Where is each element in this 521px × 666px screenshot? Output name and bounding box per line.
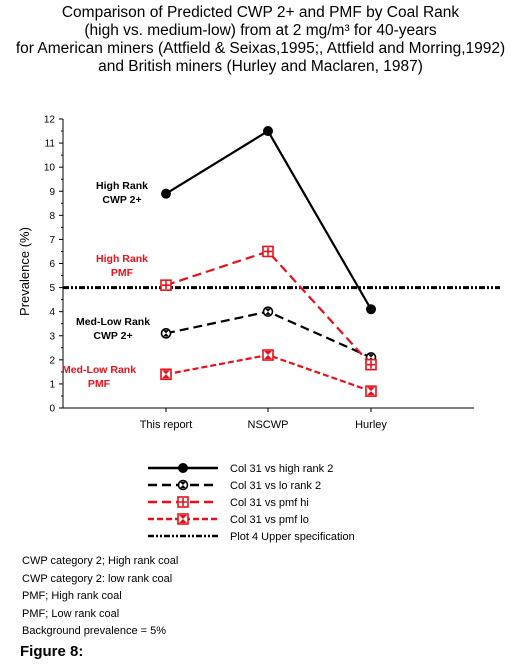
annotation-1-line-2: CWP 2+ xyxy=(102,194,141,206)
series-3-point-plus xyxy=(162,281,170,290)
series-3-point-plus xyxy=(264,247,272,256)
legend-label-5: Plot 4 Upper specification xyxy=(230,531,355,543)
series-4-point-x xyxy=(264,351,272,360)
legend-label-4: Col 31 vs pmf lo xyxy=(230,514,309,526)
annotation-1-line-1: High Rank xyxy=(96,180,148,192)
annotation-4-line-2: PMF xyxy=(88,378,111,390)
notes-block: CWP category 2; High rank coal CWP categ… xyxy=(22,553,178,641)
y-tick-label: 0 xyxy=(49,404,55,415)
x-tick-label: Hurley xyxy=(355,419,387,431)
y-tick-label: 12 xyxy=(44,115,56,126)
y-tick-label: 3 xyxy=(49,331,55,342)
y-axis-label: Prevalence (%) xyxy=(17,227,32,316)
series-1-point xyxy=(161,188,171,199)
series-3-point-plus xyxy=(367,360,375,369)
y-tick-label: 10 xyxy=(44,163,56,174)
y-tick-label: 6 xyxy=(49,259,55,270)
annotation-3-line-1: Med-Low Rank xyxy=(76,316,150,328)
y-tick-label: 1 xyxy=(49,379,55,390)
figure-label: Figure 8: xyxy=(20,643,84,660)
legend-marker-4-x xyxy=(179,515,187,523)
series-2-point-fill xyxy=(264,308,272,315)
title-line-3: for American miners (Attfield & Seixas,1… xyxy=(15,40,506,57)
y-tick-label: 5 xyxy=(49,283,55,294)
series-4-point-x xyxy=(367,387,375,396)
chart-title: Comparison of Predicted CWP 2+ and PMF b… xyxy=(0,4,521,76)
series-4-point-x xyxy=(162,370,170,379)
annotation-2-line-2: PMF xyxy=(111,267,134,279)
legend-label-1: Col 31 vs high rank 2 xyxy=(230,463,333,475)
legend-label-3: Col 31 vs pmf hi xyxy=(230,497,309,509)
series-line-3 xyxy=(165,250,372,366)
legend-marker-3-plus xyxy=(179,498,187,506)
y-tick-label: 8 xyxy=(49,211,55,222)
note-3: PMF; High rank coal xyxy=(22,590,122,602)
title-line-4: and British miners (Hurley and Maclaren,… xyxy=(98,58,423,75)
note-2: CWP category 2: low rank coal xyxy=(22,572,173,585)
x-tick-label: NSCWP xyxy=(248,419,289,431)
legend-marker-1 xyxy=(178,463,188,473)
title-line-1: Comparison of Predicted CWP 2+ and PMF b… xyxy=(61,4,460,21)
y-tick-label: 9 xyxy=(49,187,55,198)
title-line-2: (high vs. medium-low) from at 2 mg/m³ fo… xyxy=(84,22,437,39)
y-tick-label: 2 xyxy=(49,355,55,366)
y-tick-label: 4 xyxy=(49,307,55,318)
series-2-point-fill xyxy=(162,330,170,337)
annotation-4-line-1: Med-Low Rank xyxy=(62,364,136,376)
x-tick-label: This report xyxy=(140,419,193,431)
note-1: CWP category 2; High rank coal xyxy=(22,555,179,567)
note-4: PMF; Low rank coal xyxy=(22,607,120,620)
series-1-point xyxy=(366,304,376,315)
annotation-3-line-2: CWP 2+ xyxy=(93,330,132,342)
series-1-point xyxy=(263,126,273,137)
y-tick-label: 11 xyxy=(45,139,56,150)
note-5: Background prevalence = 5% xyxy=(22,625,167,637)
series-line-1 xyxy=(165,129,372,310)
legend-label-2: Col 31 vs lo rank 2 xyxy=(230,480,321,492)
legend-marker-2-fill xyxy=(179,481,187,489)
y-tick-label: 7 xyxy=(49,235,55,246)
annotation-2-line-1: High Rank xyxy=(96,253,148,265)
series-2-point-fill xyxy=(367,354,375,361)
